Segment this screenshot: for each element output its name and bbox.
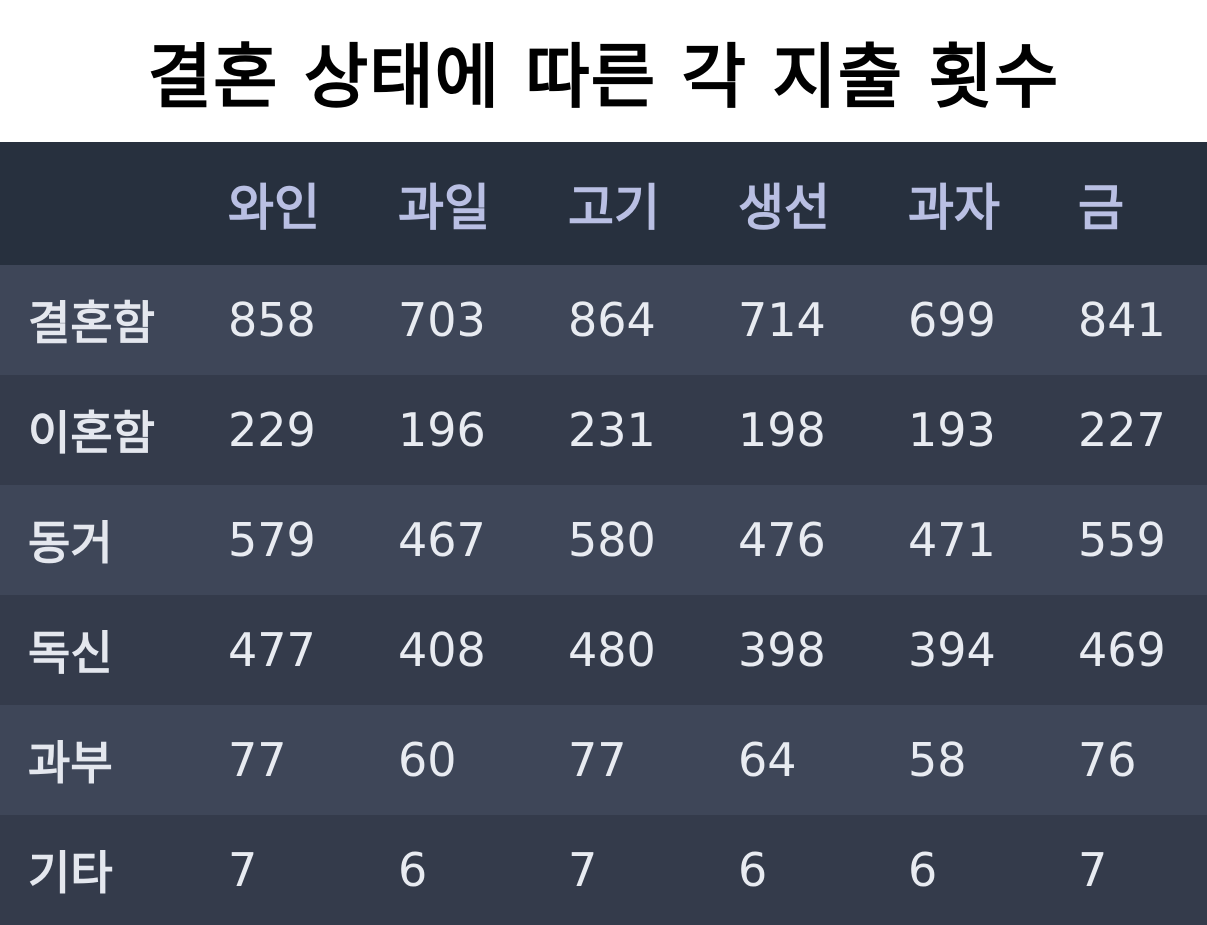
table-row: 기타 7 6 7 6 6 7: [0, 815, 1207, 925]
table-cell: 858: [228, 293, 316, 347]
table-cell: 864: [568, 293, 656, 347]
row-label: 동거: [28, 516, 113, 570]
table-cell: 408: [398, 623, 486, 677]
table-row: 동거 579 467 580 476 471 559: [0, 485, 1207, 595]
table-row: 독신 477 408 480 398 394 469: [0, 595, 1207, 705]
table-cell: 703: [398, 293, 486, 347]
table-cell: 398: [738, 623, 826, 677]
table-cell: 196: [398, 403, 486, 457]
table-cell: 469: [1078, 623, 1166, 677]
table-row: 결혼함 858 703 864 714 699 841: [0, 265, 1207, 375]
table-cell: 229: [228, 403, 316, 457]
column-header: 과자: [908, 178, 1000, 237]
table-cell: 471: [908, 513, 996, 567]
table-cell: 6: [908, 843, 938, 897]
column-header: 와인: [228, 178, 320, 237]
column-header: 고기: [568, 178, 660, 237]
table-cell: 7: [1078, 843, 1108, 897]
table-cell: 77: [568, 733, 627, 787]
table-row: 이혼함 229 196 231 198 193 227: [0, 375, 1207, 485]
table-cell: 64: [738, 733, 797, 787]
table-cell: 60: [398, 733, 457, 787]
table-cell: 477: [228, 623, 316, 677]
table-cell: 6: [738, 843, 768, 897]
row-label: 이혼함: [28, 406, 155, 460]
chart-title: 결혼 상태에 따른 각 지출 횟수: [147, 35, 1060, 118]
table-cell: 467: [398, 513, 486, 567]
table-cell: 559: [1078, 513, 1166, 567]
table-cell: 579: [228, 513, 316, 567]
table-cell: 841: [1078, 293, 1166, 347]
table-cell: 7: [228, 843, 258, 897]
table-cell: 198: [738, 403, 826, 457]
column-header: 금: [1078, 178, 1124, 237]
row-label: 결혼함: [28, 296, 155, 350]
table-cell: 77: [228, 733, 287, 787]
table-cell: 699: [908, 293, 996, 347]
table-cell: 480: [568, 623, 656, 677]
table-cell: 7: [568, 843, 598, 897]
table-cell: 476: [738, 513, 826, 567]
column-header: 생선: [738, 178, 830, 237]
table-cell: 231: [568, 403, 656, 457]
table-cell: 227: [1078, 403, 1166, 457]
table-cell: 58: [908, 733, 967, 787]
table-cell: 714: [738, 293, 826, 347]
column-header: 과일: [398, 178, 490, 237]
table-cell: 580: [568, 513, 656, 567]
row-label: 독신: [28, 626, 113, 680]
row-label: 기타: [28, 846, 113, 900]
row-label: 과부: [28, 736, 113, 790]
table-row: 과부 77 60 77 64 58 76: [0, 705, 1207, 815]
table-cell: 394: [908, 623, 996, 677]
table-cell: 76: [1078, 733, 1137, 787]
table-header-row: 와인 과일 고기 생선 과자 금: [0, 142, 1207, 265]
table-cell: 6: [398, 843, 428, 897]
table-cell: 193: [908, 403, 996, 457]
